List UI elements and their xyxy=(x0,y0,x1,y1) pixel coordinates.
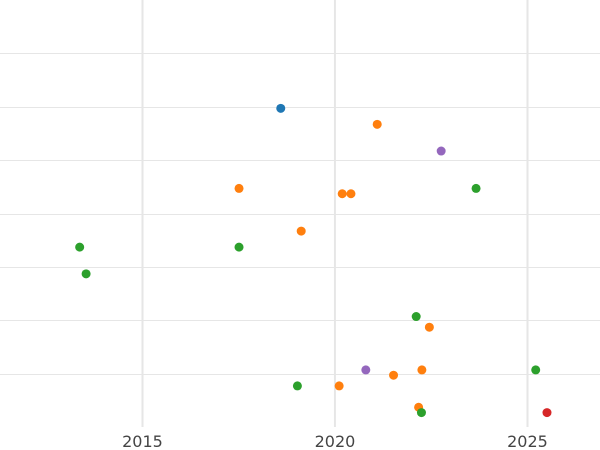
scatter-point xyxy=(417,365,427,375)
scatter-point xyxy=(389,370,399,380)
x-tick-label: 2020 xyxy=(315,432,356,450)
scatter-point xyxy=(234,242,244,252)
scatter-point xyxy=(436,146,446,156)
scatter-point xyxy=(542,408,552,418)
x-tick-label: 2025 xyxy=(507,432,548,450)
scatter-point xyxy=(416,408,426,418)
grid-layer xyxy=(0,0,600,427)
scatter-point xyxy=(411,312,421,322)
scatter-point xyxy=(471,183,481,193)
x-tick-labels: 2015 2020 2025 xyxy=(122,432,548,450)
scatter-point xyxy=(531,365,541,375)
scatter-point xyxy=(334,381,344,391)
scatter-point xyxy=(75,242,85,252)
scatter-point xyxy=(276,103,286,113)
scatter-point xyxy=(81,269,91,279)
scatter-point xyxy=(361,365,371,375)
scatter-point xyxy=(292,381,302,391)
x-tick-label: 2015 xyxy=(122,432,163,450)
scatter-point xyxy=(346,189,356,199)
scatter-point xyxy=(337,189,347,199)
scatter-point xyxy=(296,226,306,236)
scatter-point xyxy=(372,119,382,129)
points-layer xyxy=(75,103,552,418)
scatter-point xyxy=(234,183,244,193)
scatter-point xyxy=(424,322,434,332)
